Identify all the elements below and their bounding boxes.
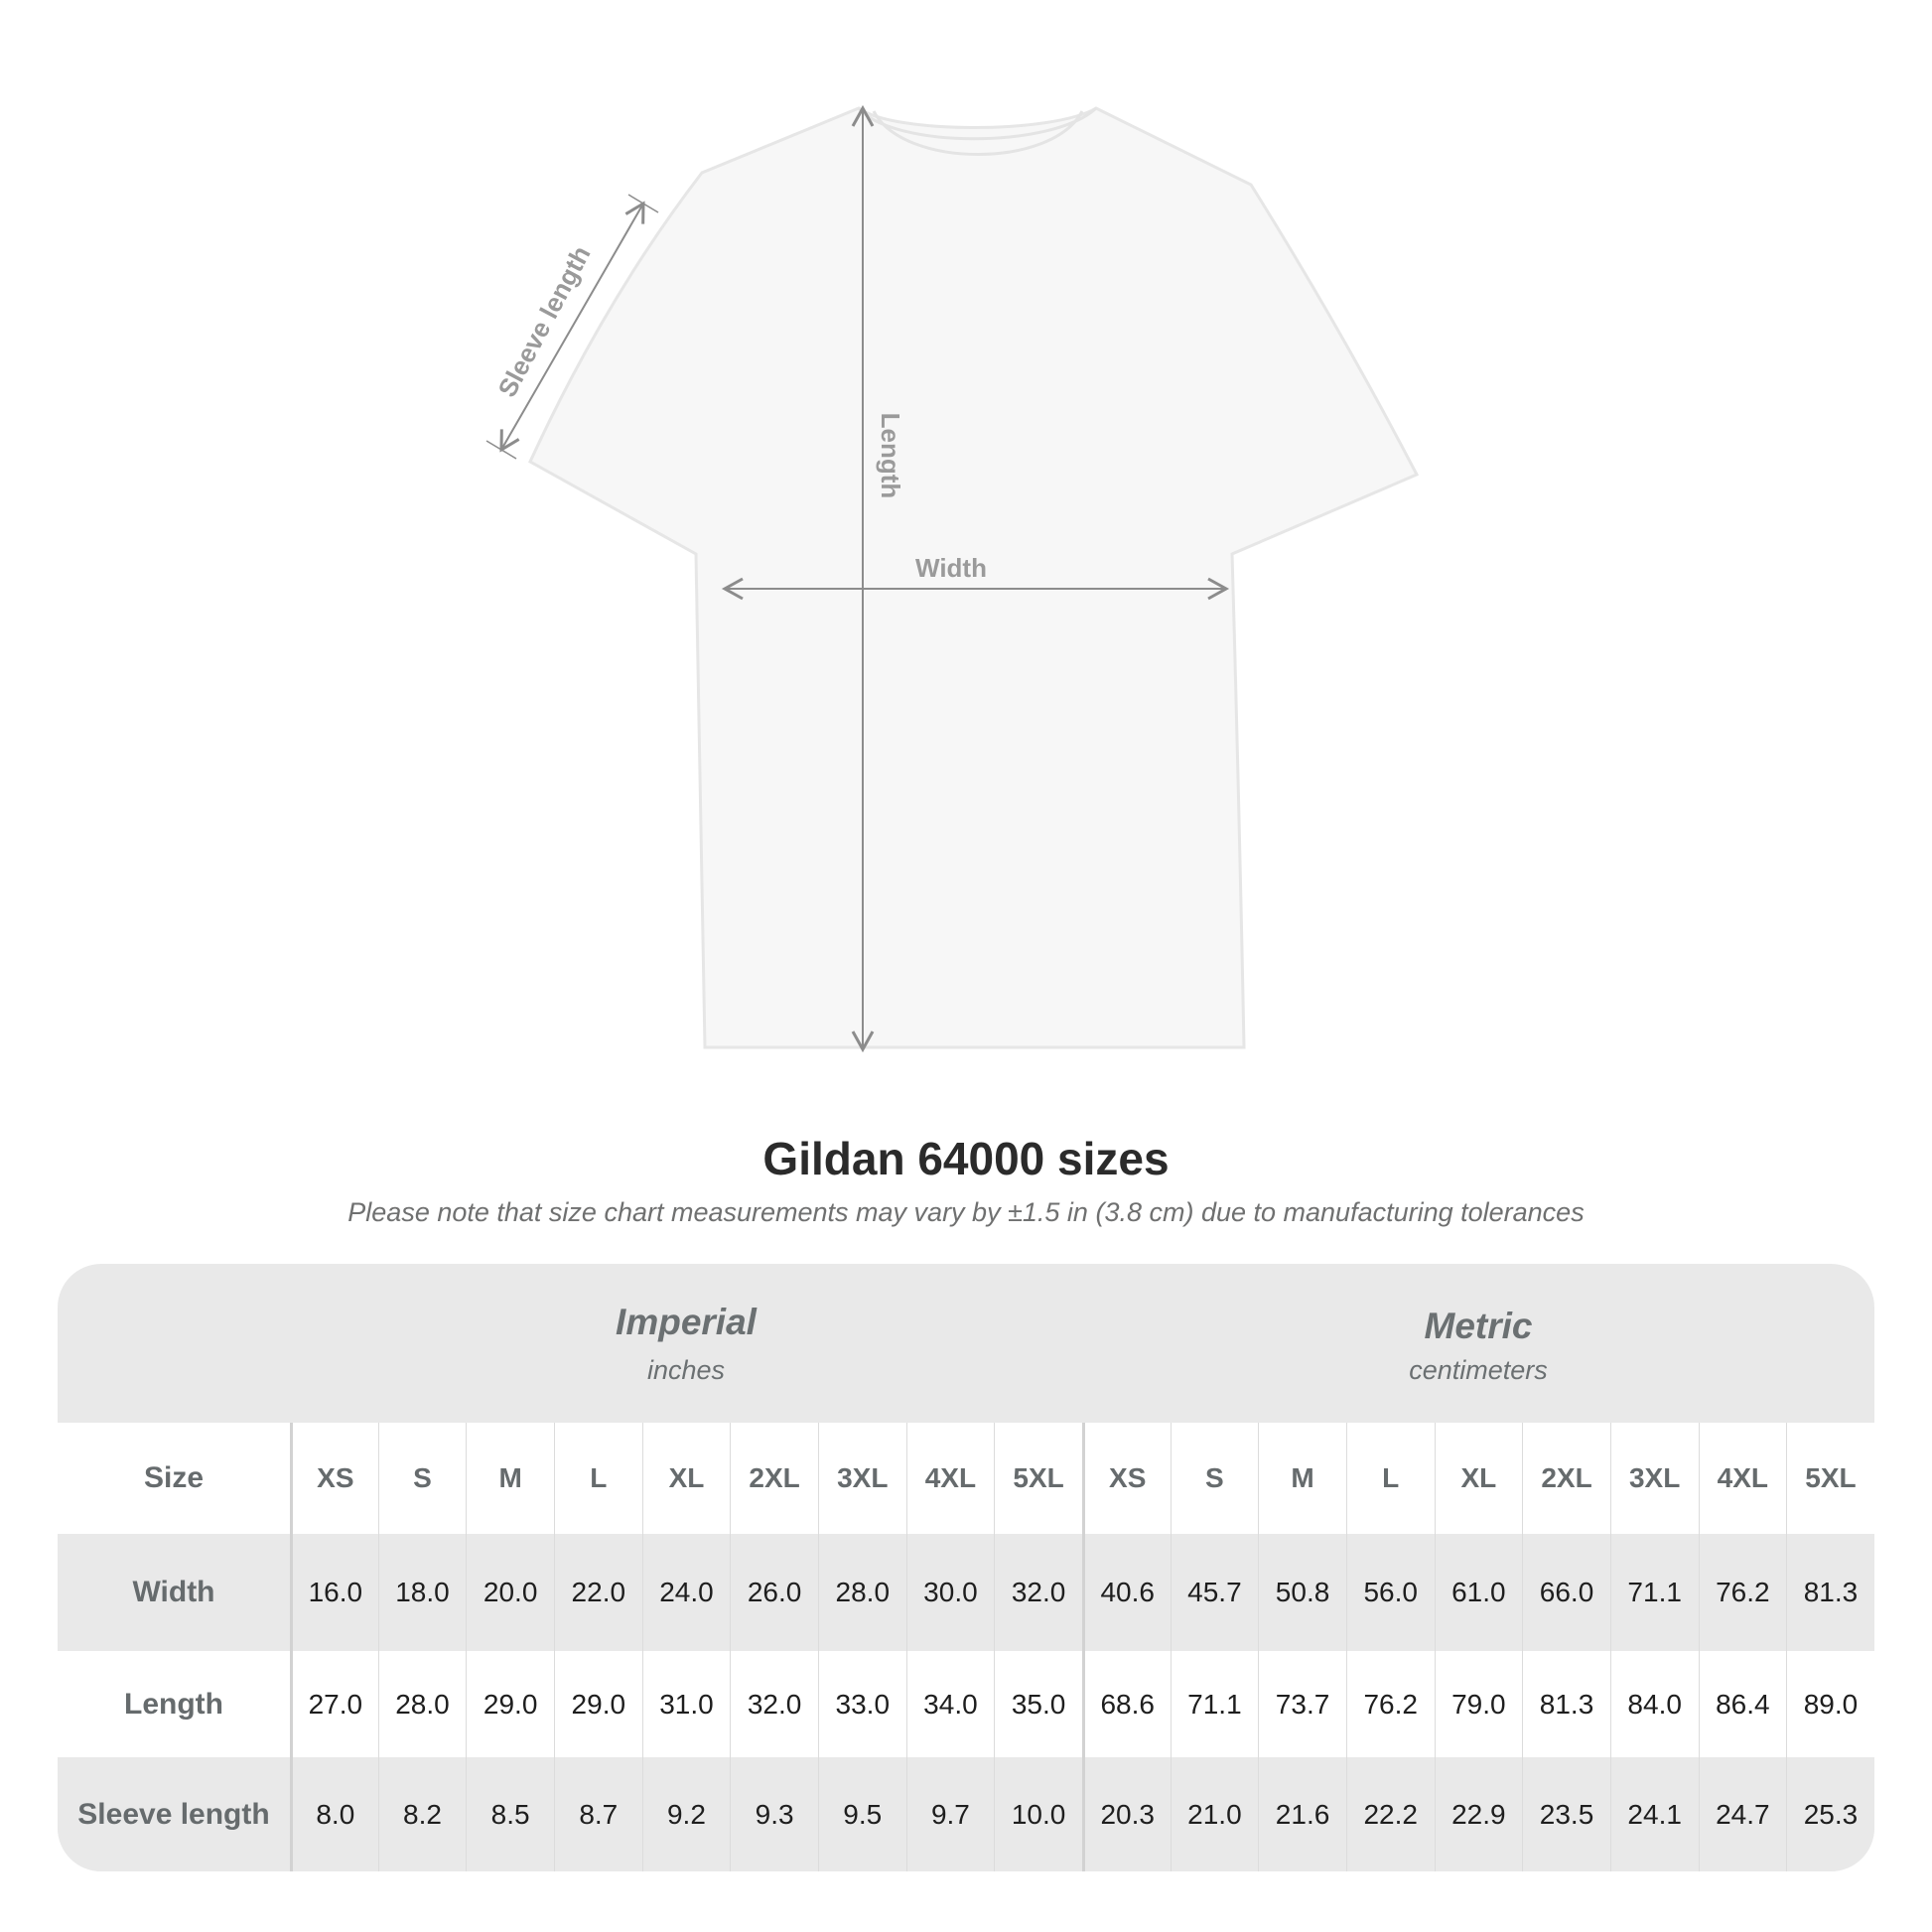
value-cell: 79.0 (1434, 1651, 1523, 1757)
width-label: Width (915, 553, 987, 583)
value-cell: 56.0 (1345, 1534, 1435, 1651)
size-header-cell: XL (1434, 1423, 1523, 1534)
value-cell: 33.0 (817, 1651, 906, 1757)
value-cell: 24.7 (1698, 1757, 1787, 1871)
imperial-header: Imperial inches (290, 1264, 1082, 1423)
value-cell: 81.3 (1786, 1534, 1874, 1651)
value-cell: 71.1 (1609, 1534, 1699, 1651)
size-header-cell: XS (1081, 1423, 1171, 1534)
value-cell: 26.0 (730, 1534, 818, 1651)
sleeve-length-arrow (499, 201, 645, 453)
value-cell: 76.2 (1698, 1534, 1787, 1651)
size-header-cell: M (466, 1423, 554, 1534)
value-cell: 25.3 (1786, 1757, 1874, 1871)
value-cell: 61.0 (1434, 1534, 1523, 1651)
value-cell: 28.0 (377, 1651, 467, 1757)
value-cell: 31.0 (641, 1651, 731, 1757)
size-header-cell: 5XL (1786, 1423, 1874, 1534)
value-cell: 89.0 (1786, 1651, 1874, 1757)
imperial-unit: inches (646, 1355, 726, 1385)
value-cell: 45.7 (1170, 1534, 1259, 1651)
value-cell: 21.6 (1258, 1757, 1346, 1871)
value-cell: 18.0 (377, 1534, 467, 1651)
value-cell: 9.3 (730, 1757, 818, 1871)
value-cell: 32.0 (730, 1651, 818, 1757)
value-cell: 68.6 (1081, 1651, 1171, 1757)
size-header-cell: 2XL (730, 1423, 818, 1534)
value-cell: 8.5 (466, 1757, 554, 1871)
value-cell: 28.0 (817, 1534, 906, 1651)
size-header-cell: S (1170, 1423, 1259, 1534)
value-cell: 81.3 (1522, 1651, 1610, 1757)
value-cell: 76.2 (1345, 1651, 1435, 1757)
value-cell: 35.0 (994, 1651, 1082, 1757)
value-cell: 40.6 (1081, 1534, 1171, 1651)
value-cell: 23.5 (1522, 1757, 1610, 1871)
value-cell: 29.0 (553, 1651, 642, 1757)
value-cell: 9.7 (905, 1757, 995, 1871)
value-cell: 24.1 (1609, 1757, 1699, 1871)
value-cell: 73.7 (1258, 1651, 1346, 1757)
chart-title: Gildan 64000 sizes (762, 1133, 1170, 1184)
value-cell: 21.0 (1170, 1757, 1259, 1871)
size-table: Imperial inches Metric centimeters Size X… (58, 1264, 1874, 1871)
size-header-cell: 3XL (817, 1423, 906, 1534)
value-cell: 27.0 (290, 1651, 378, 1757)
value-cell: 84.0 (1609, 1651, 1699, 1757)
value-cell: 9.2 (641, 1757, 731, 1871)
value-cell: 22.9 (1434, 1757, 1523, 1871)
value-cell: 34.0 (905, 1651, 995, 1757)
size-header-cell: XL (641, 1423, 731, 1534)
value-cell: 66.0 (1522, 1534, 1610, 1651)
value-cell: 29.0 (466, 1651, 554, 1757)
imperial-title: Imperial (616, 1302, 757, 1342)
value-cell: 32.0 (994, 1534, 1082, 1651)
table-row: Sleeve length 8.0 8.2 8.5 8.7 9.2 9.3 9.5 9.7 10.… (58, 1757, 1874, 1871)
row-label: Length (124, 1687, 223, 1721)
value-cell: 10.0 (994, 1757, 1082, 1871)
table-row: Length 27.0 28.0 29.0 29.0 31.0 32.0 33.0 34.0 35… (58, 1651, 1874, 1757)
row-label: Size (143, 1461, 205, 1494)
row-label: Sleeve length (77, 1797, 270, 1831)
value-cell: 8.2 (377, 1757, 467, 1871)
tshirt-diagram: Sleeve length Length Width (485, 104, 1420, 1053)
size-header-cell: 4XL (1698, 1423, 1787, 1534)
size-header-cell: 3XL (1609, 1423, 1699, 1534)
value-cell: 50.8 (1258, 1534, 1346, 1651)
size-header-cell: 4XL (905, 1423, 995, 1534)
value-cell: 8.0 (290, 1757, 378, 1871)
value-cell: 20.0 (466, 1534, 554, 1651)
length-label: Length (876, 413, 905, 499)
size-header-cell: S (377, 1423, 467, 1534)
value-cell: 9.5 (817, 1757, 906, 1871)
table-row: Width 16.0 18.0 20.0 22.0 24.0 26.0 28.0 30.0 32.… (58, 1534, 1874, 1651)
value-cell: 22.2 (1345, 1757, 1435, 1871)
value-cell: 20.3 (1081, 1757, 1171, 1871)
size-row: Size XS S M L XL 2XL 3XL 4XL 5XL XS S M L XL 2XL 3XL 4XL 5… (58, 1423, 1874, 1534)
row-label: Width (132, 1576, 215, 1608)
value-cell: 86.4 (1698, 1651, 1787, 1757)
value-cell: 22.0 (553, 1534, 642, 1651)
collar (857, 106, 1098, 156)
value-cell: 8.7 (553, 1757, 642, 1871)
metric-unit: centimeters (1409, 1355, 1548, 1385)
size-header-cell: XS (290, 1423, 378, 1534)
value-cell: 30.0 (905, 1534, 995, 1651)
value-cell: 71.1 (1170, 1651, 1259, 1757)
size-header-cell: L (553, 1423, 642, 1534)
size-header-cell: 5XL (994, 1423, 1082, 1534)
chart-subtitle: Please note that size chart measurements… (347, 1197, 1585, 1227)
size-header-cell: 2XL (1522, 1423, 1610, 1534)
size-header-cell: M (1258, 1423, 1346, 1534)
metric-header: Metric centimeters (1082, 1264, 1874, 1423)
value-cell: 24.0 (641, 1534, 731, 1651)
metric-title: Metric (1424, 1306, 1533, 1346)
size-header-cell: L (1345, 1423, 1435, 1534)
value-cell: 16.0 (290, 1534, 378, 1651)
